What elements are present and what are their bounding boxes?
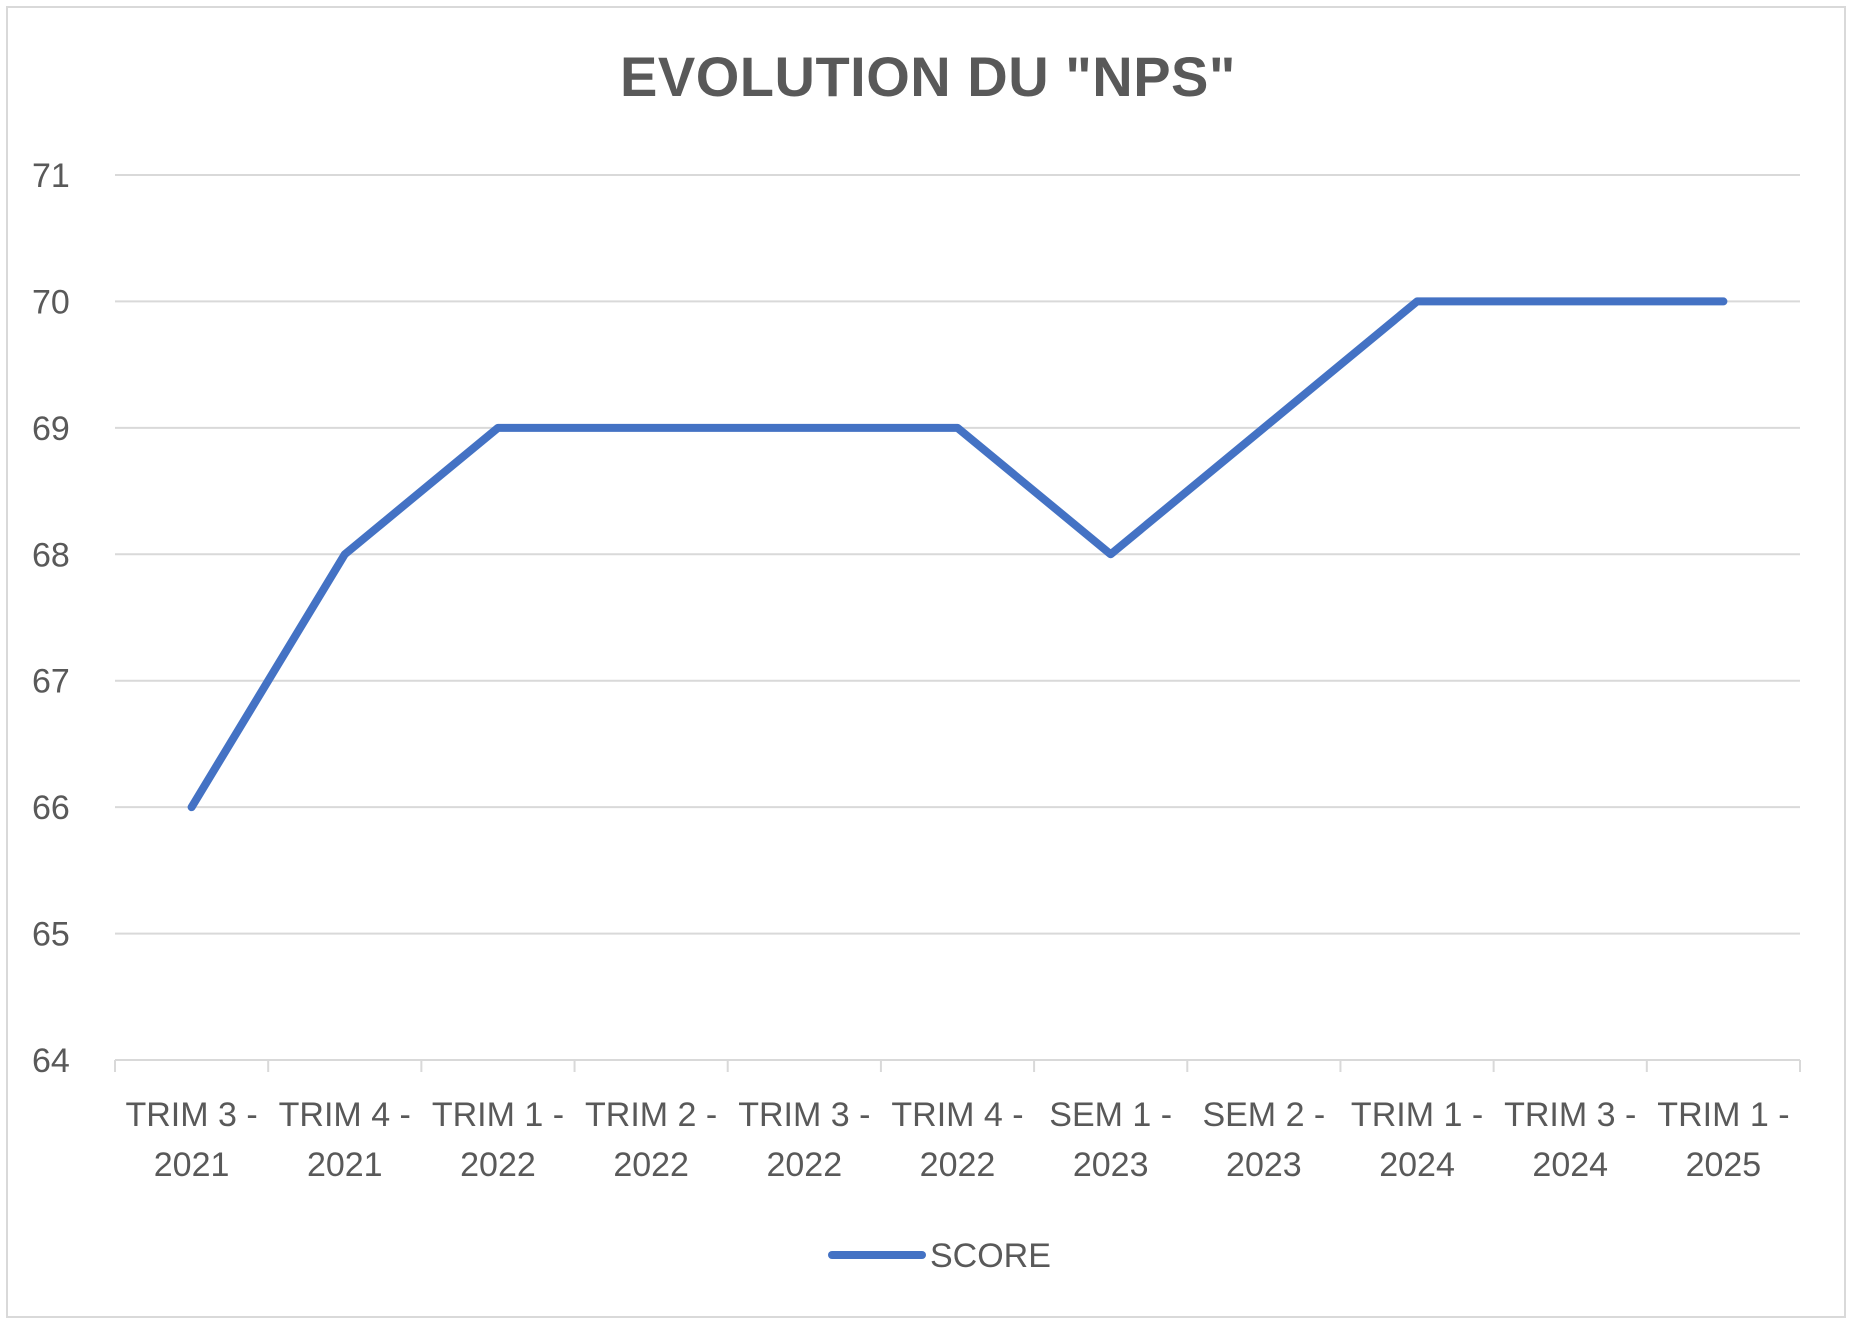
chart-title: EVOLUTION DU "NPS" [620, 45, 1236, 108]
x-tick-label-5: TRIM 4 -2022 [891, 1096, 1023, 1184]
x-axis [114, 1059, 1801, 1072]
y-tick-label-70: 70 [32, 283, 70, 321]
x-tick-label-2: TRIM 1 -2022 [432, 1096, 564, 1184]
y-tick-label-68: 68 [32, 536, 70, 574]
data-point-7 [1263, 427, 1265, 429]
y-tick-label-71: 71 [32, 157, 70, 195]
y-axis-ticks: 64 65 66 67 68 69 70 71 [32, 157, 70, 1080]
x-tick-label-6: SEM 1 -2023 [1049, 1096, 1172, 1184]
x-tick-label-10: TRIM 1 -2025 [1657, 1096, 1789, 1184]
data-point-8 [1416, 300, 1418, 302]
x-tick-label-4: TRIM 3 -2022 [738, 1096, 870, 1184]
y-tick-label-67: 67 [32, 663, 70, 701]
legend-label: SCORE [930, 1237, 1051, 1275]
chart-frame [6, 6, 1846, 1318]
gridlines [115, 174, 1800, 935]
data-point-1 [344, 553, 346, 555]
data-point-10 [1722, 300, 1724, 302]
y-tick-label-69: 69 [32, 410, 70, 448]
x-tick-label-3: TRIM 2 -2022 [585, 1096, 717, 1184]
data-point-9 [1569, 300, 1571, 302]
legend: SCORE [828, 1237, 1051, 1275]
y-tick-label-64: 64 [32, 1042, 70, 1080]
series-group [187, 297, 1728, 812]
data-point-6 [1110, 553, 1112, 555]
x-tick-label-1: TRIM 4 -2021 [279, 1096, 411, 1184]
x-tick-label-7: SEM 2 -2023 [1202, 1096, 1325, 1184]
data-point-5 [957, 427, 958, 429]
data-point-3 [650, 427, 652, 429]
data-point-4 [803, 427, 805, 429]
x-tick-label-0: TRIM 3 -2021 [125, 1096, 257, 1184]
data-point-2 [497, 427, 499, 429]
y-tick-label-65: 65 [32, 916, 70, 954]
data-point-0 [191, 806, 193, 808]
y-tick-label-66: 66 [32, 789, 70, 827]
x-tick-label-9: TRIM 3 -2024 [1504, 1096, 1636, 1184]
x-tick-label-8: TRIM 1 -2024 [1351, 1096, 1483, 1184]
